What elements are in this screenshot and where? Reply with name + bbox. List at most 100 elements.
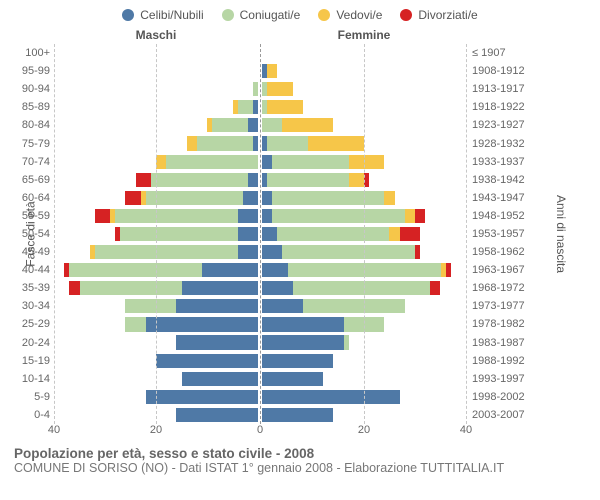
birth-year-label: 1968-1972 — [472, 279, 540, 297]
bar-segment — [202, 263, 258, 277]
x-tick-label: 40 — [460, 424, 472, 436]
bar-segment — [400, 227, 420, 241]
bar-segment — [344, 335, 349, 349]
age-label: 100+ — [14, 44, 50, 62]
birth-year-label: 1928-1932 — [472, 134, 540, 152]
bar-segment — [80, 281, 182, 295]
bar-segment — [262, 245, 282, 259]
age-label: 75-79 — [14, 134, 50, 152]
bar-segment — [282, 118, 333, 132]
legend-item: Divorziati/e — [400, 8, 477, 22]
bar-segment — [308, 136, 364, 150]
bar-segment — [146, 317, 258, 331]
bar-segment — [197, 136, 253, 150]
header-male: Maschi — [54, 28, 258, 42]
gridline — [156, 44, 157, 424]
birth-year-label: 1973-1977 — [472, 297, 540, 315]
age-label: 95-99 — [14, 62, 50, 80]
bar-segment — [238, 227, 258, 241]
age-label: 0-4 — [14, 406, 50, 424]
birth-year-label: 1948-1952 — [472, 207, 540, 225]
bar-segment — [187, 136, 197, 150]
bar-segment — [272, 209, 405, 223]
birth-year-label: ≤ 1907 — [472, 44, 540, 62]
birth-year-label: 2003-2007 — [472, 406, 540, 424]
x-tick-label: 40 — [48, 424, 60, 436]
legend-label: Celibi/Nubili — [140, 8, 203, 22]
population-pyramid-chart: Celibi/Nubili Coniugati/e Vedovi/e Divorzia… — [0, 0, 600, 500]
bar-segment — [267, 64, 277, 78]
legend-label: Vedovi/e — [336, 8, 382, 22]
x-tick-label: 20 — [150, 424, 162, 436]
age-label: 25-29 — [14, 315, 50, 333]
bar-segment — [262, 354, 333, 368]
birth-year-label: 1993-1997 — [472, 370, 540, 388]
legend-label: Coniugati/e — [240, 8, 301, 22]
bar-segment — [272, 191, 384, 205]
bar-segment — [262, 155, 272, 169]
gender-headers: Maschi Femmine — [0, 26, 600, 44]
legend-item: Coniugati/e — [222, 8, 301, 22]
bar-segment — [262, 408, 333, 422]
age-label: 90-94 — [14, 80, 50, 98]
bar-segment — [243, 191, 258, 205]
chart-title: Popolazione per età, sesso e stato civil… — [14, 446, 600, 461]
birth-year-label: 1988-1992 — [472, 352, 540, 370]
age-label: 10-14 — [14, 370, 50, 388]
bar-segment — [166, 155, 258, 169]
age-label: 70-74 — [14, 153, 50, 171]
bar-segment — [277, 227, 389, 241]
bar-segment — [262, 299, 303, 313]
bar-segment — [146, 390, 258, 404]
bar-segment — [303, 299, 405, 313]
bar-segment — [349, 155, 385, 169]
bar-segment — [125, 299, 176, 313]
bar-segment — [262, 118, 282, 132]
bar-segment — [262, 209, 272, 223]
bar-segment — [212, 118, 248, 132]
birth-year-label: 1983-1987 — [472, 334, 540, 352]
legend-swatch — [400, 9, 412, 21]
bar-segment — [262, 263, 288, 277]
bar-segment — [95, 209, 110, 223]
legend-label: Divorziati/e — [418, 8, 477, 22]
gridline — [466, 44, 467, 424]
bar-segment — [238, 100, 253, 114]
bar-segment — [389, 227, 399, 241]
legend-swatch — [222, 9, 234, 21]
age-label: 30-34 — [14, 297, 50, 315]
legend-swatch — [122, 9, 134, 21]
age-label: 85-89 — [14, 98, 50, 116]
bar-segment — [115, 209, 237, 223]
bar-segment — [262, 281, 293, 295]
bar-segment — [293, 281, 431, 295]
bar-segment — [262, 372, 323, 386]
bar-segment — [267, 173, 349, 187]
bar-segment — [267, 136, 308, 150]
header-female: Femmine — [262, 28, 466, 42]
birth-year-label: 1918-1922 — [472, 98, 540, 116]
bar-segment — [405, 209, 415, 223]
birth-year-label: 1908-1912 — [472, 62, 540, 80]
birth-year-label: 1943-1947 — [472, 189, 540, 207]
bar-segment — [156, 155, 166, 169]
bar-segment — [125, 317, 145, 331]
bar-segment — [69, 281, 79, 295]
bar-segment — [176, 299, 258, 313]
x-tick-label: 0 — [257, 424, 263, 436]
x-tick-label: 20 — [358, 424, 370, 436]
bar-segment — [146, 191, 243, 205]
legend-item: Celibi/Nubili — [122, 8, 203, 22]
gridline — [260, 44, 261, 424]
chart-subtitle: COMUNE DI SORISO (NO) - Dati ISTAT 1° ge… — [14, 461, 600, 475]
birth-year-label: 1938-1942 — [472, 171, 540, 189]
bar-segment — [415, 245, 420, 259]
bar-segment — [156, 354, 258, 368]
bar-segment — [262, 317, 344, 331]
plot-area: Fasce di età Anni di nascita 100+95-9990… — [0, 44, 600, 424]
age-label: 20-24 — [14, 334, 50, 352]
bar-segment — [95, 245, 238, 259]
bar-segment — [262, 227, 277, 241]
bar-segment — [176, 335, 258, 349]
legend: Celibi/Nubili Coniugati/e Vedovi/e Divorzia… — [0, 0, 600, 26]
